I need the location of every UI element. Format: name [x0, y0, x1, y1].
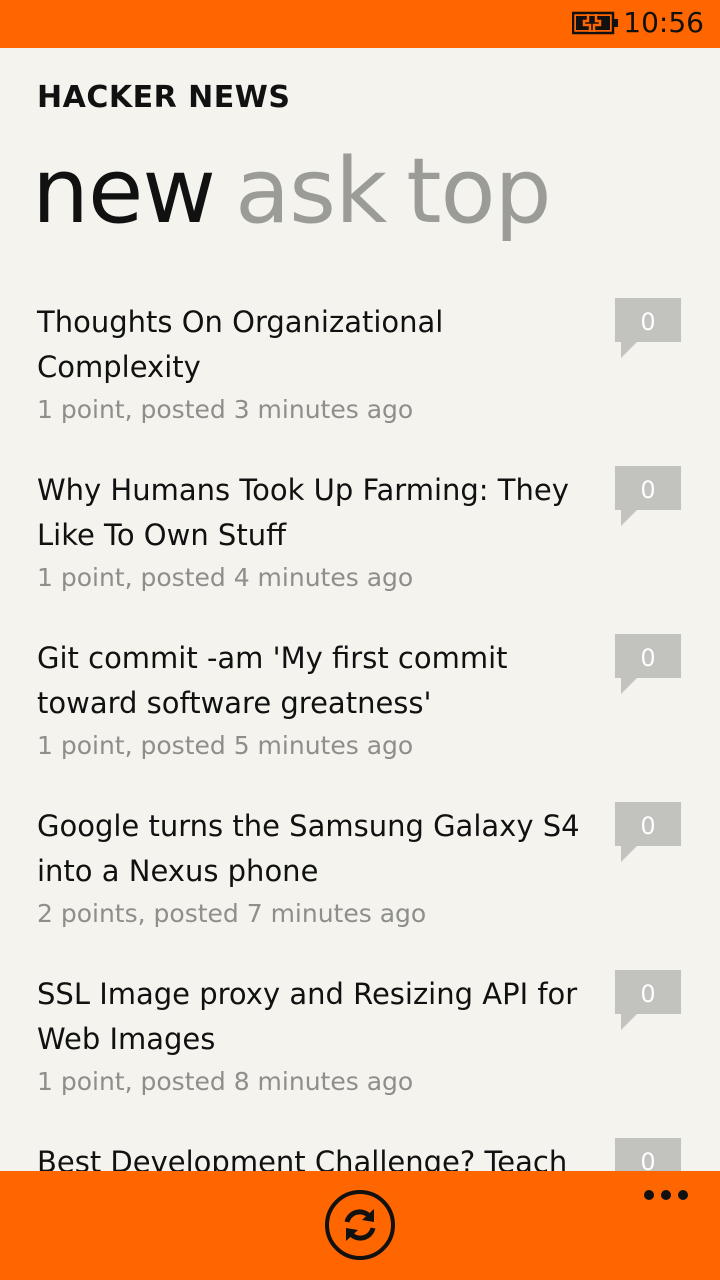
comments-button[interactable]: 0 — [615, 634, 681, 694]
app-bar — [0, 1171, 720, 1280]
status-clock: 10:56 — [623, 6, 704, 39]
ellipsis-icon — [644, 1190, 688, 1200]
comment-count: 0 — [640, 644, 656, 672]
story-title[interactable]: Git commit -am 'My first commit toward s… — [37, 641, 508, 720]
comment-count: 0 — [640, 812, 656, 840]
story-title[interactable]: Google turns the Samsung Galaxy S4 into … — [37, 809, 580, 888]
story-title[interactable]: SSL Image proxy and Resizing API for Web… — [37, 977, 578, 1056]
story-meta: 1 point, posted 5 minutes ago — [37, 731, 414, 760]
comment-bubble-icon — [615, 634, 681, 694]
story-meta: 1 point, posted 8 minutes ago — [37, 1067, 414, 1096]
refresh-button[interactable] — [324, 1189, 396, 1261]
comment-count: 0 — [640, 476, 656, 504]
battery-charging-icon — [571, 10, 620, 36]
comment-count: 0 — [640, 308, 656, 336]
comment-bubble-icon — [615, 466, 681, 526]
status-bar: 10:56 — [0, 0, 720, 48]
story-meta: 1 point, posted 4 minutes ago — [37, 563, 414, 592]
story-list: Thoughts On Organizational Complexity 1 … — [0, 298, 720, 1280]
list-item[interactable]: SSL Image proxy and Resizing API for Web… — [0, 970, 720, 1140]
comment-count: 0 — [640, 980, 656, 1008]
comment-bubble-icon — [615, 298, 681, 358]
list-item[interactable]: Thoughts On Organizational Complexity 1 … — [0, 298, 720, 468]
tab-ask[interactable]: ask — [235, 139, 387, 244]
story-meta: 2 points, posted 7 minutes ago — [37, 899, 427, 928]
story-meta: 1 point, posted 3 minutes ago — [37, 395, 414, 424]
comments-button[interactable]: 0 — [615, 970, 681, 1030]
more-options-button[interactable] — [640, 1183, 692, 1207]
story-title[interactable]: Thoughts On Organizational Complexity — [37, 305, 444, 384]
pivot-header: new ask top — [32, 132, 571, 252]
tab-top[interactable]: top — [406, 139, 551, 244]
tab-new[interactable]: new — [32, 139, 216, 244]
list-item[interactable]: Google turns the Samsung Galaxy S4 into … — [0, 802, 720, 972]
app-title: HACKER NEWS — [37, 80, 291, 115]
comment-count: 0 — [640, 1148, 656, 1176]
comments-button[interactable]: 0 — [615, 466, 681, 526]
comments-button[interactable]: 0 — [615, 802, 681, 862]
list-item[interactable]: Git commit -am 'My first commit toward s… — [0, 634, 720, 804]
refresh-icon — [325, 1190, 395, 1260]
comment-bubble-icon — [615, 970, 681, 1030]
comment-bubble-icon — [615, 802, 681, 862]
story-title[interactable]: Why Humans Took Up Farming: They Like To… — [37, 473, 569, 552]
comments-button[interactable]: 0 — [615, 298, 681, 358]
list-item[interactable]: Why Humans Took Up Farming: They Like To… — [0, 466, 720, 636]
